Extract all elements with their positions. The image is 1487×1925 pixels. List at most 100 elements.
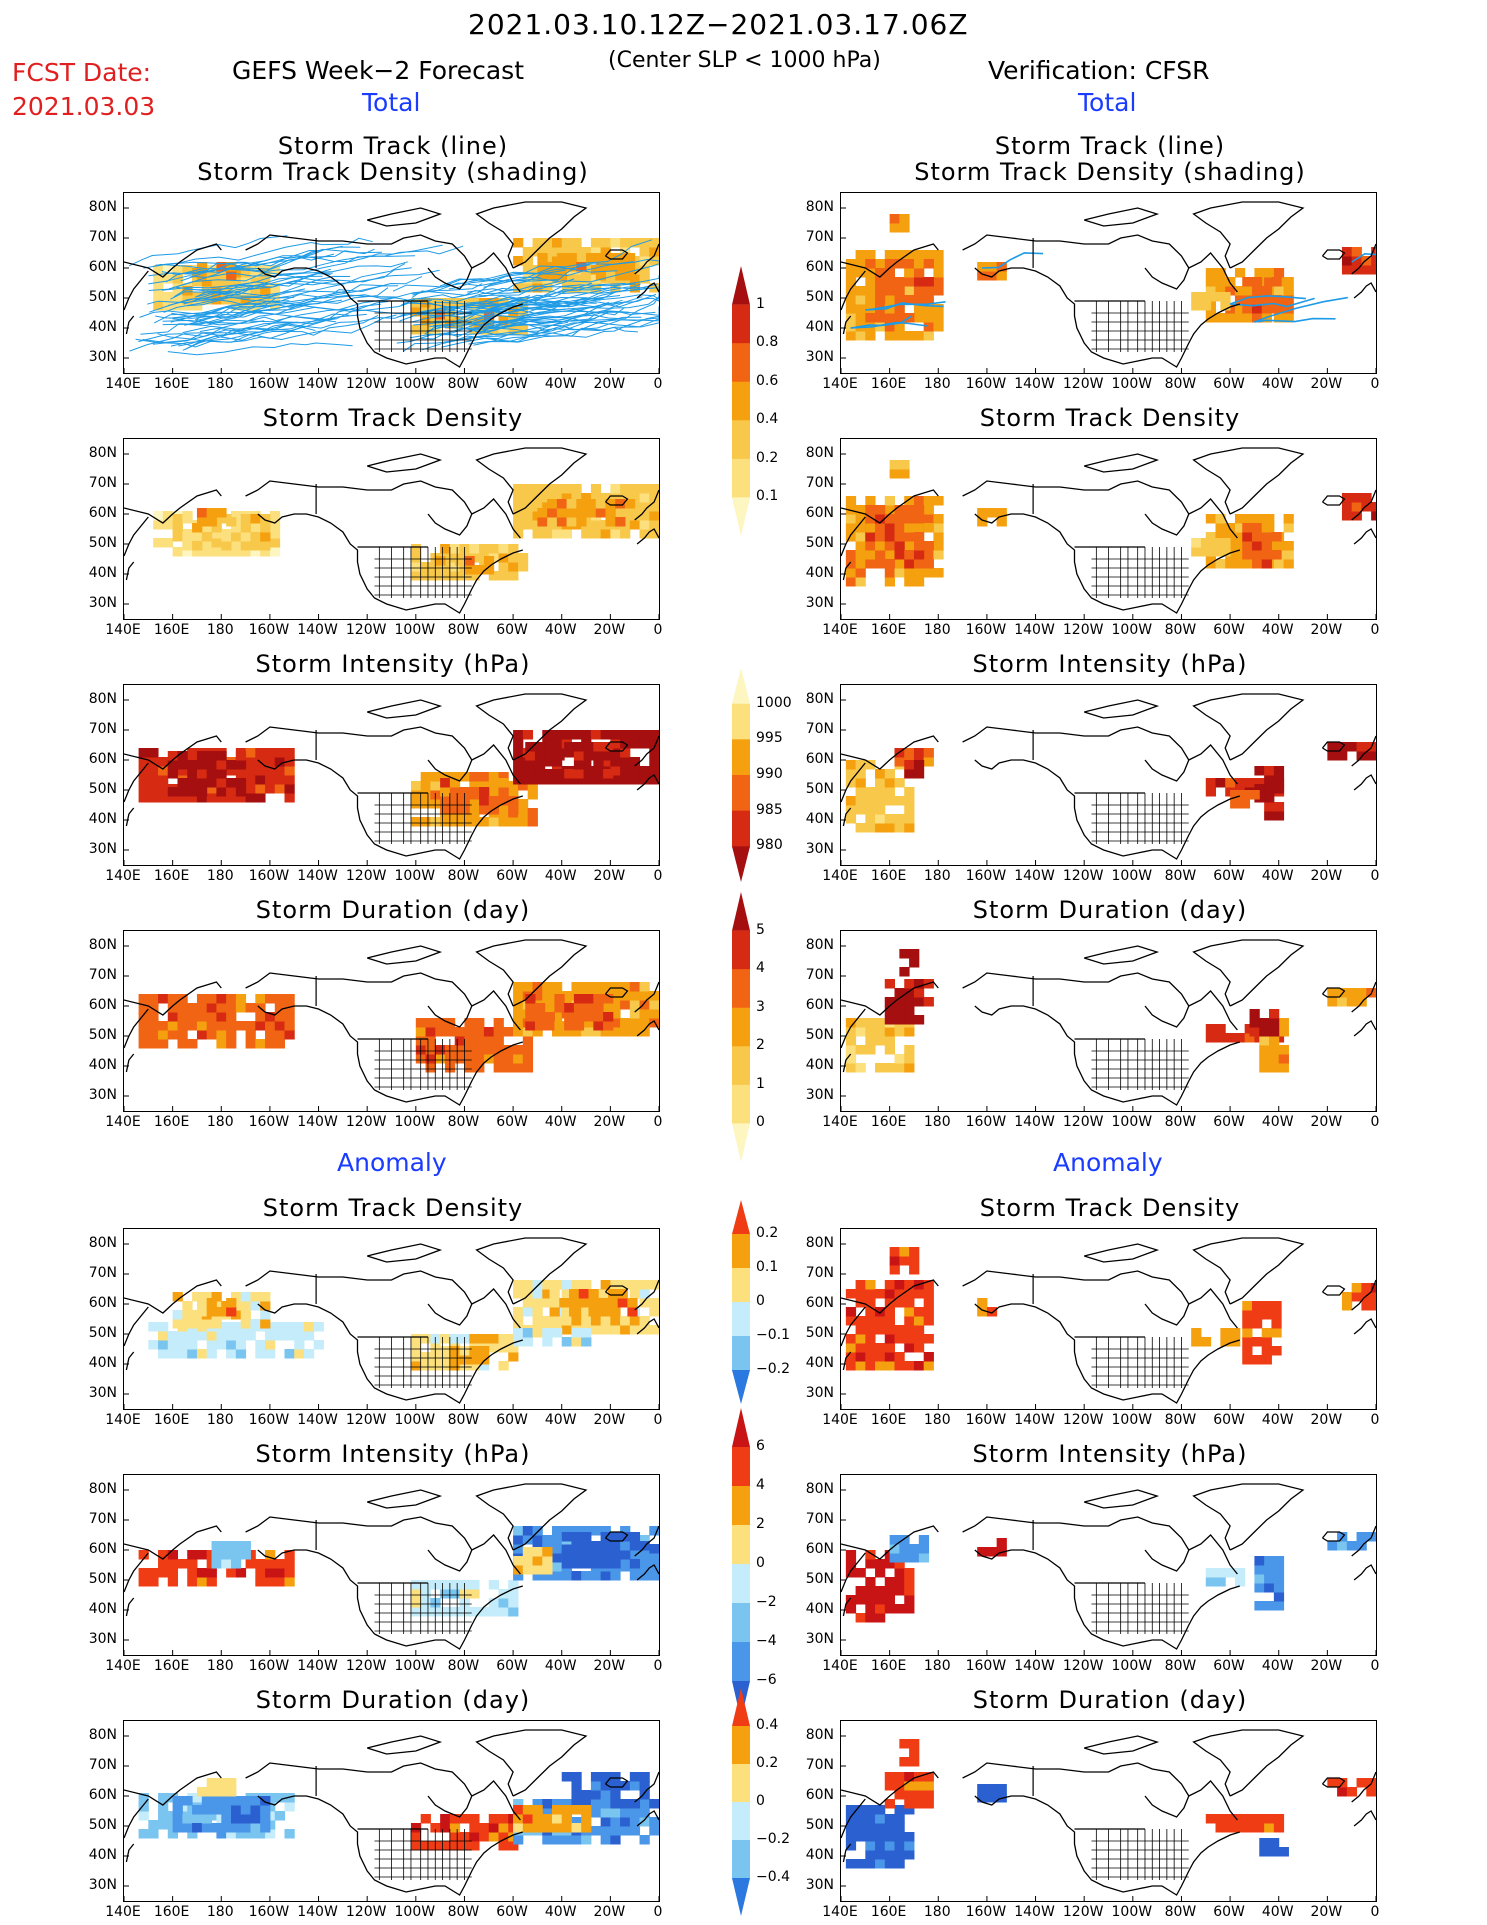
shade-cell xyxy=(167,1550,178,1560)
shade-cell xyxy=(923,1781,934,1791)
colorbar-label: 0 xyxy=(756,1793,765,1809)
shade-cell xyxy=(294,1340,305,1350)
shade-cell xyxy=(561,1544,572,1554)
shade-cell xyxy=(513,1063,524,1073)
shade-cell xyxy=(986,262,998,272)
shade-cell xyxy=(221,1550,232,1560)
right-anom-intensity-title: Storm Intensity (hPa) xyxy=(972,1440,1248,1468)
shade-cell xyxy=(522,502,534,512)
lon-tick-label: 80W xyxy=(1164,868,1197,884)
shade-cell xyxy=(547,508,558,518)
shade-cell xyxy=(913,568,925,578)
lon-tick-label: 140E xyxy=(822,1114,858,1130)
shade-cell xyxy=(522,1298,534,1308)
shade-cell xyxy=(250,274,261,284)
shade-cell xyxy=(899,460,910,470)
shade-cell xyxy=(284,994,295,1004)
colorbar-swatch xyxy=(732,1486,750,1526)
shade-cell xyxy=(996,1538,1007,1548)
shade-cell xyxy=(1220,1337,1231,1347)
shade-cell xyxy=(1242,1319,1253,1329)
shade-cell xyxy=(600,775,611,785)
shade-cell xyxy=(245,1559,256,1569)
shade-cell xyxy=(578,1298,589,1308)
shade-cell xyxy=(235,793,247,803)
shade-cell xyxy=(138,1030,149,1040)
shade-cell xyxy=(894,1027,905,1037)
shade-cell xyxy=(865,1841,876,1851)
shade-cell xyxy=(148,994,159,1004)
shade-cell xyxy=(177,751,188,761)
lat-tick-label: 80N xyxy=(805,937,834,953)
shade-cell xyxy=(845,1595,857,1605)
shade-cell xyxy=(561,1823,572,1833)
shade-cell xyxy=(1200,547,1212,557)
shade-cell xyxy=(855,313,866,323)
shade-cell xyxy=(564,1021,575,1031)
shade-cell xyxy=(913,1316,925,1326)
shade-cell xyxy=(923,1772,934,1782)
shade-cell xyxy=(923,1361,934,1371)
lat-tick-label: 70N xyxy=(805,721,834,737)
shade-cell xyxy=(865,523,876,533)
shade-cell xyxy=(904,250,915,260)
shade-cell xyxy=(513,1571,524,1581)
shade-cell xyxy=(479,544,490,554)
shade-cell xyxy=(148,1340,159,1350)
shade-cell xyxy=(552,1571,563,1581)
shade-cell xyxy=(620,1526,631,1536)
shade-cell xyxy=(884,1027,895,1037)
shade-cell xyxy=(138,1802,149,1812)
shade-cell xyxy=(235,751,247,761)
shade-cell xyxy=(918,1535,930,1545)
state-boundaries xyxy=(315,484,472,598)
shade-cell xyxy=(1205,1568,1216,1578)
shade-cell xyxy=(542,730,553,740)
shade-cell xyxy=(1234,313,1246,323)
shade-cell xyxy=(1259,1838,1270,1848)
shade-cell xyxy=(875,1559,886,1569)
shade-cell xyxy=(1251,523,1263,533)
shade-cell xyxy=(590,1790,602,1800)
shade-cell xyxy=(855,1325,866,1335)
shade-cell xyxy=(1351,502,1362,512)
shade-cell xyxy=(410,799,422,809)
shade-cell xyxy=(561,1532,572,1542)
shade-cell xyxy=(923,523,934,533)
shade-cell xyxy=(639,1316,650,1326)
left-anomaly-label: Anomaly xyxy=(337,1148,447,1177)
lat-tick-label: 30N xyxy=(805,595,834,611)
shade-cell xyxy=(884,1343,895,1353)
coastline xyxy=(367,1735,443,1755)
state-boundaries xyxy=(315,238,472,352)
storm-track-line xyxy=(148,250,383,291)
shade-cell xyxy=(865,1045,876,1055)
shade-cell xyxy=(158,1349,169,1359)
storm-track-line xyxy=(421,319,659,351)
shade-cell xyxy=(875,1063,886,1073)
shade-cell xyxy=(148,1829,159,1839)
shade-cell xyxy=(904,796,915,806)
shade-cell xyxy=(201,1796,213,1806)
shade-cell xyxy=(167,1331,178,1341)
shade-cell xyxy=(996,1784,1007,1794)
shade-cell xyxy=(561,1316,572,1326)
shade-cell xyxy=(899,223,910,233)
coastline xyxy=(124,243,222,278)
shade-cell xyxy=(158,1340,169,1350)
shade-cell xyxy=(865,259,876,269)
shade-cell xyxy=(996,517,1007,527)
shade-cell xyxy=(245,1039,256,1049)
shade-cell xyxy=(493,1036,504,1046)
shade-cell xyxy=(904,1850,915,1860)
lon-tick-label: 40W xyxy=(1261,622,1294,638)
shade-cell xyxy=(875,313,886,323)
shade-cell xyxy=(610,1027,621,1037)
coastline xyxy=(475,1237,588,1305)
shade-cell xyxy=(600,1808,611,1818)
shade-cell xyxy=(552,484,563,494)
shade-cell xyxy=(1225,523,1236,533)
shade-cell xyxy=(201,547,213,557)
shade-cell xyxy=(986,1784,998,1794)
shade-cell xyxy=(913,1343,925,1353)
